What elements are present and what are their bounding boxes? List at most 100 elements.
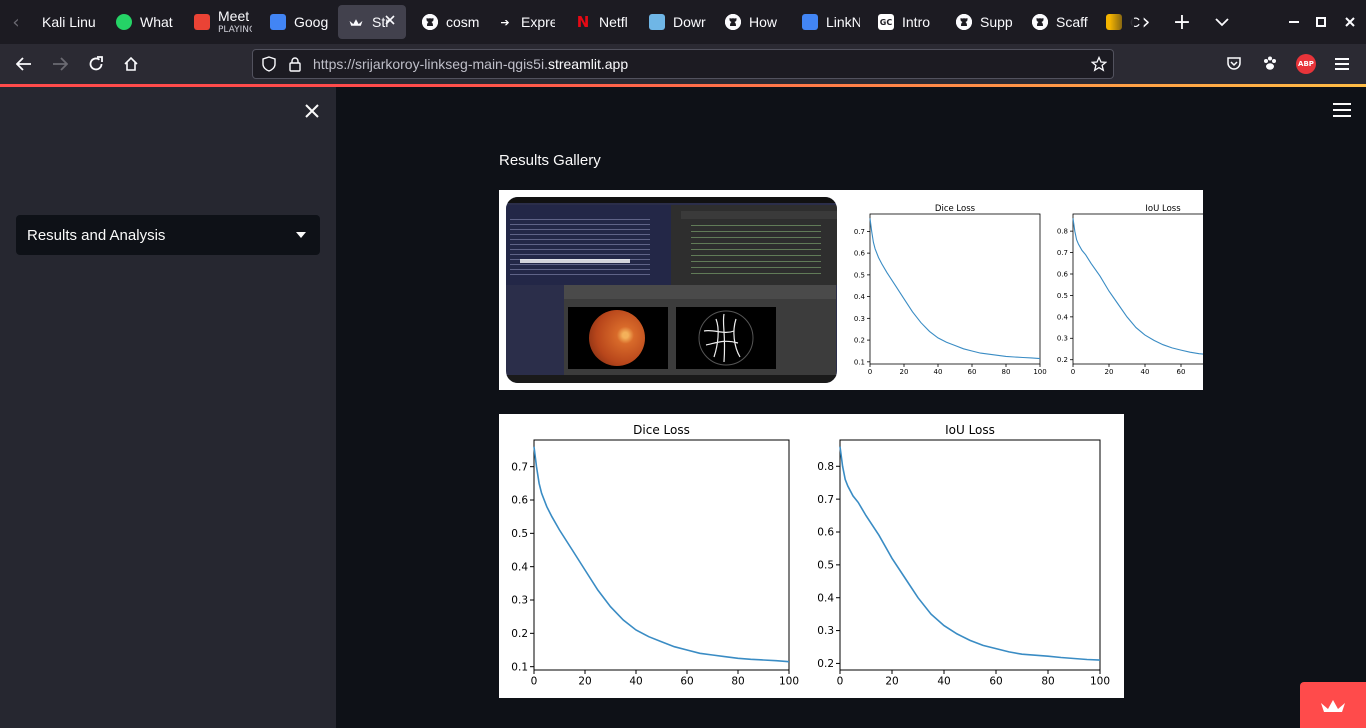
x-tick-label: 40 [1141,368,1150,376]
browser-tab[interactable]: Goog [270,5,328,39]
gallery-title: Results Gallery [499,152,601,169]
lock-icon[interactable] [287,56,303,72]
close-sidebar-icon[interactable] [300,99,324,123]
download-icon [649,14,665,30]
tab-label: Intro [902,14,931,30]
x-tick-label: 0 [1071,368,1075,376]
app-menu-icon[interactable] [1332,54,1352,74]
series-line [533,446,790,663]
series-line [869,218,1041,360]
y-tick-label: 0.8 [1057,228,1068,236]
list-all-tabs-icon[interactable] [1210,10,1234,34]
plot-frame [533,439,790,671]
browser-tab[interactable]: Kali Linu [42,5,110,39]
github-icon [956,14,972,30]
close-window-icon[interactable] [1340,12,1360,32]
url-text[interactable]: https://srijarkoroy-linkseg-main-qgis5i.… [313,56,629,72]
y-tick-label: 0.5 [1057,292,1068,300]
y-tick-label: 0.7 [854,228,865,236]
home-icon[interactable] [119,52,143,76]
express-icon: ➔ [500,15,510,29]
y-tick-label: 0.3 [1057,335,1068,343]
y-tick-label: 0.8 [817,461,834,473]
y-tick-label: 0.6 [854,250,866,258]
loss-chart: Dice Loss 0 20 40 60 80 100 0.1 0.2 0.3 0.4 0.5 0.6 0… [854,204,1047,376]
x-tick-label: 0 [868,368,872,376]
tab-scroll-right-icon[interactable]: › [1141,9,1151,35]
close-tab-icon[interactable] [384,14,398,28]
paw-extension-icon[interactable] [1260,53,1280,73]
google-icon [270,14,286,30]
plot-frame [869,213,1041,365]
y-tick-label: 0.7 [817,494,834,506]
back-icon[interactable] [12,52,36,76]
forward-icon[interactable] [48,52,72,76]
y-tick-label: 0.5 [511,528,528,540]
x-tick-label: 100 [1090,676,1110,688]
plot-frame [839,439,1101,671]
x-tick-label: 40 [629,676,642,688]
loss-chart: IoU Loss 0 20 40 60 80 100 0.2 0.3 0.4 0.5 0.6 0.7 0.… [817,423,1110,688]
adblock-plus-icon[interactable]: ABP [1296,54,1316,74]
x-tick-label: 20 [578,676,591,688]
plot-frame [1072,213,1203,365]
browser-tab[interactable]: Str [338,5,406,39]
x-tick-label: 80 [1041,676,1054,688]
pocket-icon[interactable] [1224,53,1244,73]
x-tick-label: 80 [1002,368,1011,376]
new-tab-icon[interactable]: + [1172,9,1192,35]
x-tick-label: 0 [837,676,844,688]
tab-label: Scaff [1056,14,1088,30]
browser-tab[interactable]: LinkN [802,5,860,39]
tab-label: Goog [294,14,328,30]
reload-icon[interactable] [84,52,108,76]
y-tick-label: 0.7 [1057,249,1068,257]
url-bar[interactable]: https://srijarkoroy-linkseg-main-qgis5i.… [252,49,1114,79]
x-tick-label: 60 [968,368,977,376]
tab-label: Netfl [599,14,628,30]
tab-scroll-left-icon[interactable]: ‹ [12,11,20,33]
maximize-window-icon[interactable] [1311,12,1331,32]
y-tick-label: 0.6 [817,527,834,539]
browser-tab[interactable]: How [725,5,783,39]
y-tick-label: 0.5 [854,271,865,279]
chart-title: IoU Loss [1145,204,1181,214]
desktop-screenshot-image [506,197,837,383]
x-tick-label: 0 [531,676,538,688]
tab-label: LinkN [826,14,860,30]
gc-icon: GC [878,14,894,30]
netflix-icon: N [576,13,590,31]
bookmark-star-icon[interactable] [1090,55,1108,72]
large-loss-charts: Dice Loss 0 20 40 60 80 100 0.1 0.2 0.3 0.4 0.5 0.6 0… [511,423,1110,688]
browser-tab[interactable]: ➔ Expre [497,5,555,39]
site-info-shield-icon[interactable] [261,56,277,72]
meet-icon [194,14,210,30]
main-menu-icon[interactable] [1333,103,1351,117]
browser-tab[interactable]: What [116,5,174,39]
browser-tab[interactable]: Dowr [649,5,707,39]
browser-tab[interactable]: Supp [956,5,1014,39]
chevron-down-icon [296,232,306,238]
y-tick-label: 0.4 [817,592,834,604]
y-tick-label: 0.7 [511,461,528,473]
browser-tab[interactable]: N Netfl [575,5,633,39]
github-icon [1032,14,1048,30]
results-image-2: Dice Loss 0 20 40 60 80 100 0.1 0.2 0.3 0.4 0.5 0.6 0… [499,414,1124,698]
x-tick-label: 40 [937,676,950,688]
results-image-1: Dice Loss 0 20 40 60 80 100 0.1 0.2 0.3 0.4 0.5 0.6 0… [499,190,1203,390]
x-tick-label: 100 [779,676,799,688]
y-tick-label: 0.2 [1057,356,1068,364]
streamlit-hosted-badge[interactable] [1300,682,1366,728]
streamlit-icon [348,14,364,30]
tab-label: How [749,14,778,30]
browser-tab[interactable]: Scaff [1032,5,1090,39]
x-tick-label: 20 [1105,368,1114,376]
page-select-dropdown[interactable]: Results and Analysis [16,215,320,255]
x-tick-label: 100 [1033,368,1046,376]
y-tick-label: 0.2 [511,628,528,640]
minimize-window-icon[interactable] [1284,12,1304,32]
browser-tab[interactable]: GC Intro [878,5,936,39]
browser-tab[interactable]: cosm [422,5,480,39]
